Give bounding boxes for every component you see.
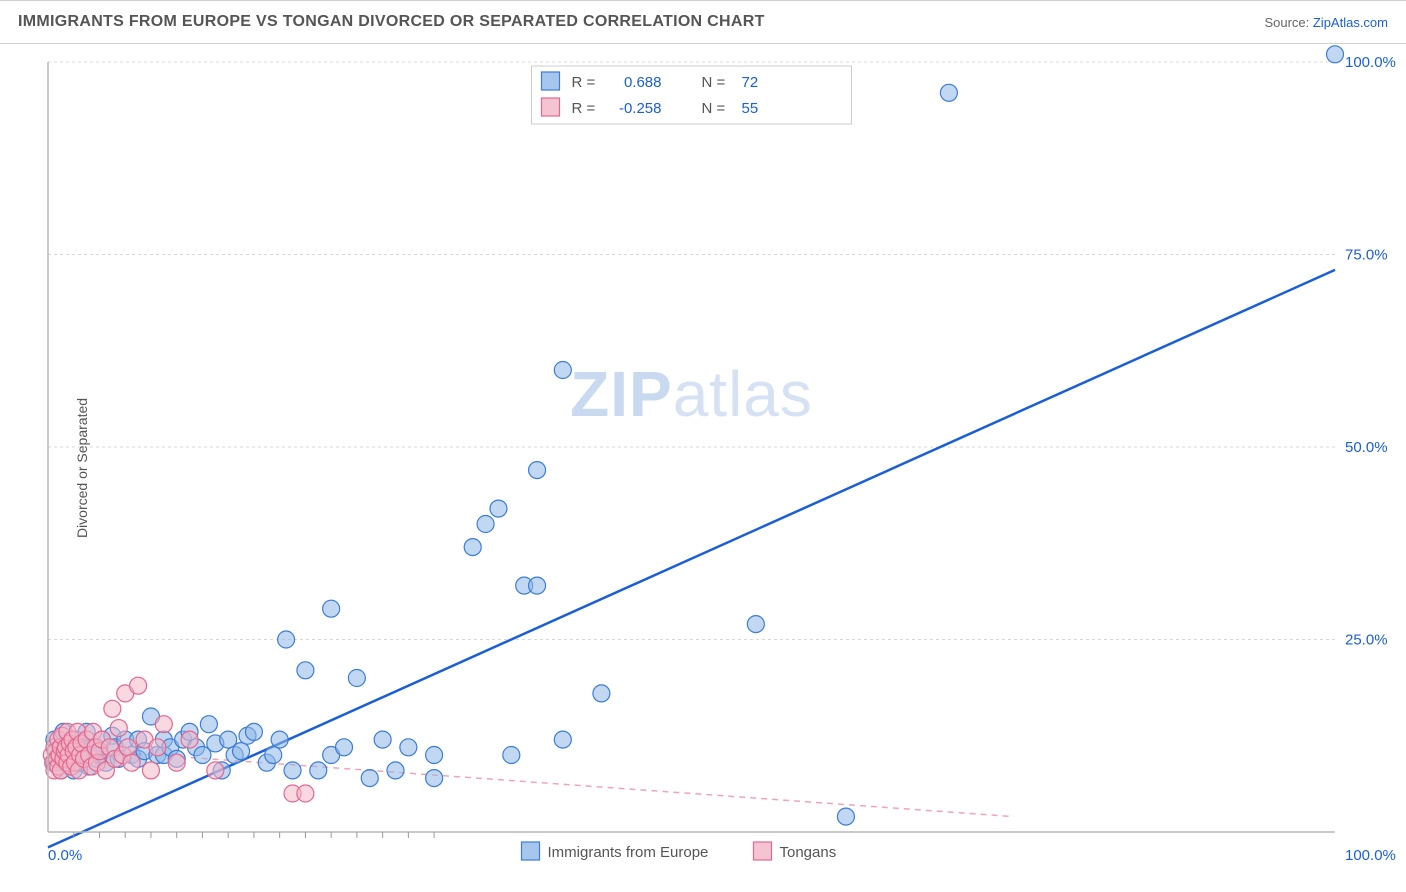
point-blue [374, 731, 391, 748]
point-blue [837, 808, 854, 825]
watermark: ZIPatlas [570, 358, 813, 430]
point-blue [310, 762, 327, 779]
point-blue [336, 739, 353, 756]
point-pink [207, 762, 224, 779]
legend-swatch-pink [754, 842, 772, 860]
point-blue [400, 739, 417, 756]
legend-n-label: N = [702, 100, 726, 117]
source-link[interactable]: ZipAtlas.com [1313, 15, 1388, 30]
source-prefix: Source: [1264, 15, 1312, 30]
legend-r-label: R = [572, 74, 596, 91]
point-blue [477, 516, 494, 533]
point-blue [554, 362, 571, 379]
point-pink [110, 720, 127, 737]
legend-n-value: 55 [742, 100, 759, 117]
point-pink [149, 739, 166, 756]
point-pink [123, 754, 140, 771]
point-blue [233, 743, 250, 760]
y-axis-label: Divorced or Separated [74, 398, 90, 538]
legend-n-label: N = [702, 74, 726, 91]
point-blue [245, 723, 262, 740]
point-blue [529, 462, 546, 479]
source-attribution: Source: ZipAtlas.com [1264, 15, 1388, 30]
point-pink [142, 762, 159, 779]
point-blue [426, 747, 443, 764]
point-blue [323, 600, 340, 617]
y-tick-label: 75.0% [1345, 247, 1388, 264]
point-blue [940, 84, 957, 101]
point-pink [119, 739, 136, 756]
legend-swatch-pink [542, 98, 560, 116]
legend-r-value: -0.258 [619, 100, 662, 117]
scatter-chart: 25.0% 50.0% 75.0% 100.0% ZIPatlas 0.0% 100.0% R… [0, 44, 1406, 892]
legend-r-value: 0.688 [624, 74, 662, 91]
point-blue [464, 539, 481, 556]
x-max-label: 100.0% [1345, 847, 1396, 864]
point-pink [168, 754, 185, 771]
point-pink [181, 731, 198, 748]
chart-header: IMMIGRANTS FROM EUROPE VS TONGAN DIVORCE… [0, 0, 1406, 44]
x-min-label: 0.0% [48, 847, 82, 864]
point-blue [426, 770, 443, 787]
point-blue [200, 716, 217, 733]
legend-swatch-blue [542, 72, 560, 90]
point-pink [297, 785, 314, 802]
point-blue [361, 770, 378, 787]
legend-series-label: Tongans [780, 844, 837, 861]
point-blue [554, 731, 571, 748]
point-blue [1327, 46, 1344, 63]
point-pink [104, 700, 121, 717]
legend-n-value: 72 [742, 74, 759, 91]
y-tick-label: 100.0% [1345, 54, 1396, 71]
point-blue [271, 731, 288, 748]
legend-r-label: R = [572, 100, 596, 117]
point-blue [747, 616, 764, 633]
chart-title: IMMIGRANTS FROM EUROPE VS TONGAN DIVORCE… [18, 13, 765, 31]
point-pink [155, 716, 172, 733]
point-blue [503, 747, 520, 764]
chart-area: Divorced or Separated 25.0% 50.0% 75.0% 100… [0, 44, 1406, 892]
point-blue [348, 670, 365, 687]
point-blue [387, 762, 404, 779]
legend-swatch-blue [522, 842, 540, 860]
point-blue [490, 500, 507, 517]
point-blue [529, 577, 546, 594]
legend-series-label: Immigrants from Europe [548, 844, 709, 861]
point-blue [284, 762, 301, 779]
point-blue [265, 747, 282, 764]
y-tick-label: 50.0% [1345, 439, 1388, 456]
point-blue [297, 662, 314, 679]
point-pink [130, 677, 147, 694]
point-blue [593, 685, 610, 702]
point-blue [278, 631, 295, 648]
y-tick-label: 25.0% [1345, 632, 1388, 649]
